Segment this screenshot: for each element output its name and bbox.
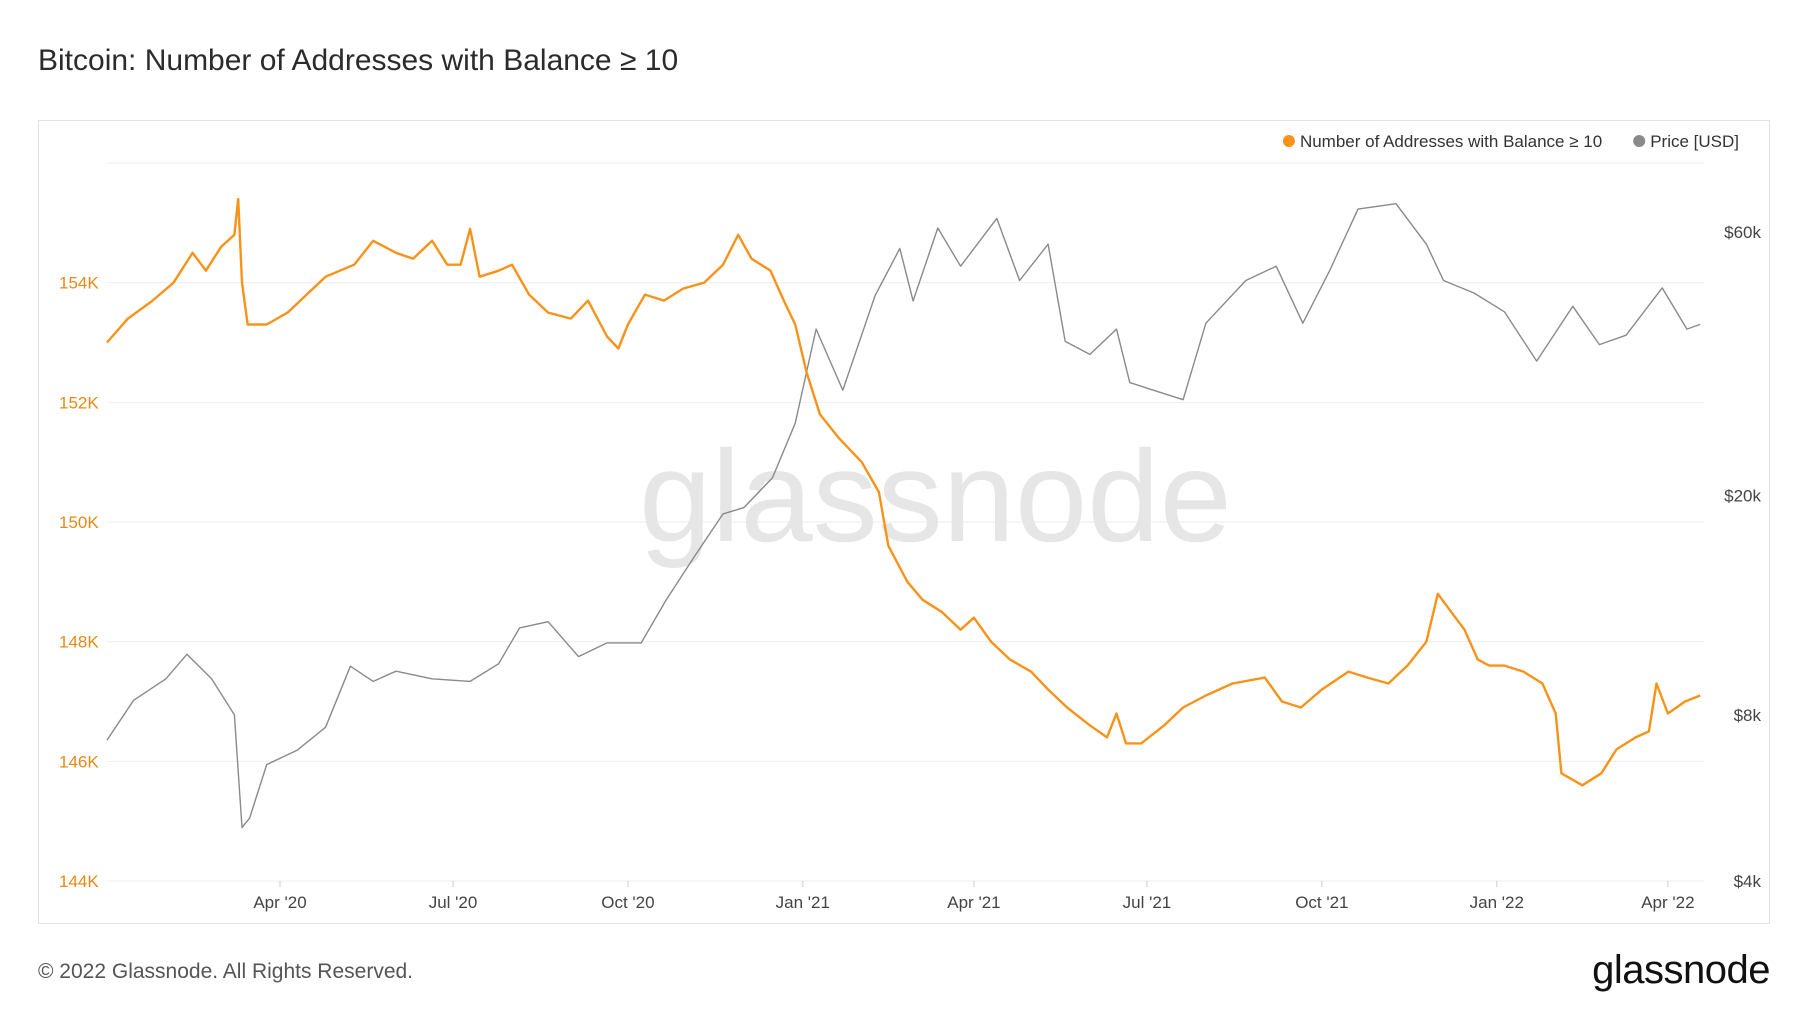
left-axis-tick: 152K xyxy=(59,393,99,412)
left-axis-tick: 148K xyxy=(59,633,99,652)
left-axis-tick: 154K xyxy=(59,274,99,293)
legend-label: Number of Addresses with Balance ≥ 10 xyxy=(1300,132,1602,151)
legend-label: Price [USD] xyxy=(1650,132,1739,151)
brand-logo[interactable]: glassnode xyxy=(1592,948,1770,992)
left-axis-tick: 146K xyxy=(59,752,99,771)
series-line-price xyxy=(106,203,1701,829)
right-axis-tick: $20k xyxy=(1724,486,1761,505)
x-axis-tick: Jan '21 xyxy=(776,893,830,912)
watermark: glassnode xyxy=(639,423,1232,569)
left-axis-tick: 144K xyxy=(59,872,99,891)
left-axis-tick: 150K xyxy=(59,513,99,532)
right-axis-tick: $60k xyxy=(1724,223,1761,242)
legend-marker xyxy=(1633,135,1646,147)
x-axis-tick: Apr '22 xyxy=(1641,893,1694,912)
x-axis-tick: Apr '21 xyxy=(947,893,1000,912)
legend-marker xyxy=(1282,135,1295,147)
series-line-addresses xyxy=(106,197,1701,787)
page-title: Bitcoin: Number of Addresses with Balanc… xyxy=(38,44,679,77)
x-axis-tick: Oct '21 xyxy=(1295,893,1348,912)
chart-frame: glassnode 144K 146K 148K 150K 152K 154K $4k $8k $… xyxy=(38,120,1770,924)
right-axis-tick: $8k xyxy=(1734,706,1762,725)
x-axis-tick: Jul '21 xyxy=(1123,893,1172,912)
right-axis-tick: $4k xyxy=(1734,872,1762,891)
x-axis-tick: Oct '20 xyxy=(601,893,654,912)
x-axis-tick: Jul '20 xyxy=(429,893,478,912)
copyright-footer: © 2022 Glassnode. All Rights Reserved. xyxy=(38,960,414,983)
chart: glassnode 144K 146K 148K 150K 152K 154K $4k $8k $… xyxy=(59,132,1762,912)
x-axis-tick: Apr '20 xyxy=(253,893,306,912)
x-axis-tick: Jan '22 xyxy=(1470,893,1524,912)
